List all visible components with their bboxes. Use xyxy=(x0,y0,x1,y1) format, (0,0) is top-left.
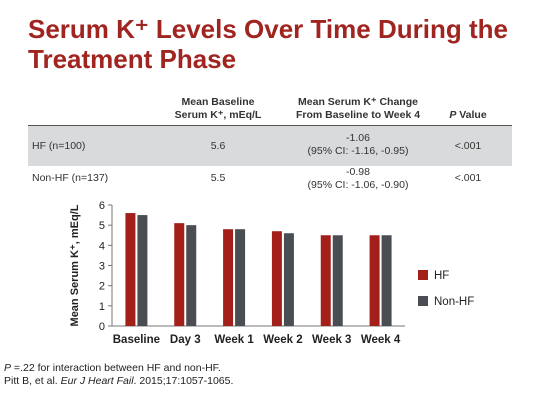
row-change-value: -1.06 xyxy=(346,132,370,144)
row-baseline: 5.5 xyxy=(210,172,226,184)
y-axis-title: Mean Serum K⁺, mEq/L xyxy=(69,204,81,326)
row-change: -1.06 (95% CI: -1.16, -0.95) xyxy=(268,132,448,158)
bar-non-hf xyxy=(137,215,148,326)
title-line-1: Serum K⁺ Levels Over Time During the xyxy=(28,14,508,44)
row-group: HF (n=100) xyxy=(32,140,86,152)
bar-hf xyxy=(223,229,234,326)
y-tick-label: 4 xyxy=(99,240,105,252)
footnote: P =.22 for interaction between HF and no… xyxy=(4,362,233,388)
bar-hf xyxy=(174,223,185,326)
legend-label: Non-HF xyxy=(434,296,474,308)
title-line-2: Treatment Phase xyxy=(28,44,237,74)
y-tick-label: 3 xyxy=(99,261,105,273)
y-tick-label: 2 xyxy=(99,281,105,293)
header-baseline-line1: Mean Baseline xyxy=(181,96,255,108)
row-p: <.001 xyxy=(454,172,482,184)
row-baseline: 5.6 xyxy=(210,140,226,152)
x-tick-label: Week 4 xyxy=(361,334,401,346)
bar-non-hf xyxy=(381,235,392,326)
citation-authors: Pitt B, et al. xyxy=(4,375,61,387)
y-tick-label: 5 xyxy=(99,220,105,232)
x-tick-label: Day 3 xyxy=(170,334,201,346)
x-tick-label: Week 2 xyxy=(263,334,302,346)
y-tick-label: 0 xyxy=(99,321,105,333)
bar-hf xyxy=(271,231,282,326)
footnote-line-1: P =.22 for interaction between HF and no… xyxy=(4,362,233,375)
y-tick-label: 1 xyxy=(99,301,105,313)
bar-non-hf xyxy=(332,235,343,326)
bar-non-hf xyxy=(283,233,294,326)
table-row: Non-HF (n=137) 5.5 -0.98 (95% CI: -1.06,… xyxy=(28,166,512,206)
legend-swatch xyxy=(418,296,428,306)
citation-journal: Eur J Heart Fail xyxy=(60,375,134,387)
row-group: Non-HF (n=137) xyxy=(32,172,109,184)
header-p-value: P Value xyxy=(433,109,503,122)
header-divider xyxy=(28,125,512,126)
header-change-line1: Mean Serum K⁺ Change xyxy=(298,96,418,108)
bar-hf xyxy=(320,235,331,326)
row-change: -0.98 (95% CI: -1.06, -0.90) xyxy=(268,166,448,192)
legend-label: HF xyxy=(434,270,449,282)
x-tick-label: Baseline xyxy=(113,334,160,346)
row-change-ci: (95% CI: -1.06, -0.90) xyxy=(307,179,409,191)
bar-non-hf xyxy=(235,229,246,326)
row-p: <.001 xyxy=(454,140,482,152)
row-change-ci: (95% CI: -1.16, -0.95) xyxy=(307,145,409,157)
footnote-line-2: Pitt B, et al. Eur J Heart Fail. 2015;17… xyxy=(4,375,233,388)
bar-hf xyxy=(125,213,136,326)
header-p-italic: P xyxy=(449,109,457,121)
header-baseline: Mean Baseline Serum K⁺, mEq/L xyxy=(158,96,278,122)
header-p-rest: Value xyxy=(456,109,487,121)
footnote-p-italic: P xyxy=(4,362,12,374)
header-change: Mean Serum K⁺ Change From Baseline to We… xyxy=(278,96,438,122)
footnote-interaction: =.22 for interaction between HF and non-… xyxy=(11,362,221,374)
bar-non-hf xyxy=(186,225,197,326)
row-change-value: -0.98 xyxy=(346,166,370,178)
header-change-line2: From Baseline to Week 4 xyxy=(295,109,421,121)
bar-chart: 0 1 2 3 4 5 6 Mean Serum K⁺, mEq/L Baseline Day 3… xyxy=(69,200,474,346)
citation-details: . 2015;17:1057-1065. xyxy=(133,375,234,387)
legend-swatch xyxy=(418,270,428,280)
x-tick-label: Week 3 xyxy=(312,334,351,346)
table-row: HF (n=100) 5.6 -1.06 (95% CI: -1.16, -0.… xyxy=(28,126,512,166)
header-baseline-line2: Serum K⁺, mEq/L xyxy=(174,109,262,121)
y-tick-label: 6 xyxy=(99,200,105,212)
x-tick-label: Week 1 xyxy=(214,334,254,346)
bar-hf xyxy=(369,235,380,326)
slide-title: Serum K⁺ Levels Over Time During the Tre… xyxy=(28,14,528,74)
